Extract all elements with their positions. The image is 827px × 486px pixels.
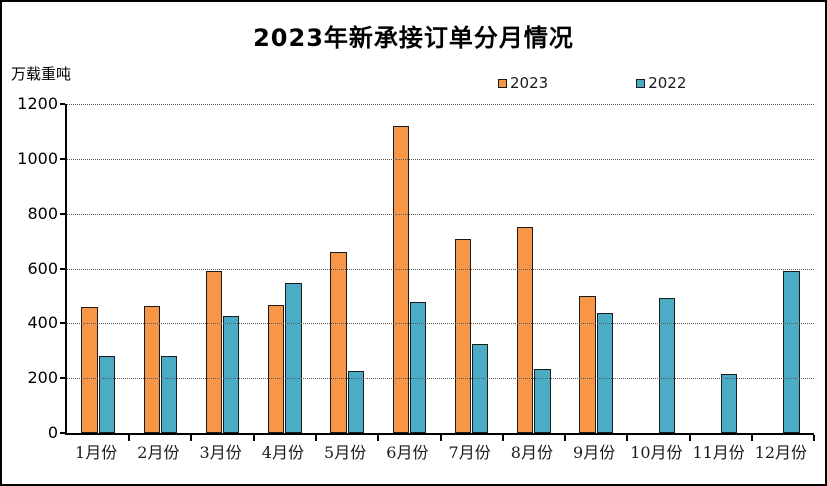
x-axis-label-3月份: 3月份 — [199, 443, 242, 462]
y-axis-label-1000: 1000 — [17, 148, 58, 168]
y-axis-tick-1000 — [60, 157, 65, 160]
x-axis-label-8月份: 8月份 — [510, 443, 553, 462]
x-axis-tick-8 — [563, 435, 566, 441]
legend: 2023 2022 — [498, 76, 686, 91]
gridline-200 — [67, 378, 814, 380]
x-axis-label-5月份: 5月份 — [324, 443, 367, 462]
gridline-600 — [67, 268, 814, 270]
bar-group-7月份 — [441, 104, 503, 433]
x-axis-label-9月份: 9月份 — [573, 443, 616, 462]
bar-2023-1月份 — [81, 306, 98, 433]
x-axis-tick-11 — [750, 435, 753, 441]
x-axis-tick-6 — [439, 435, 442, 441]
bar-2022-2月份 — [160, 355, 178, 433]
bar-group-1月份 — [67, 104, 129, 433]
x-axis-label-10月份: 10月份 — [630, 443, 683, 462]
y-axis-label-0: 0 — [47, 423, 58, 442]
bar-2022-3月份 — [223, 315, 240, 433]
bar-2022-1月份 — [98, 355, 115, 433]
gridline-1200 — [67, 104, 814, 105]
bar-2023-6月份 — [392, 125, 409, 433]
x-axis-tick-3 — [252, 435, 255, 441]
legend-swatch-2022 — [636, 79, 646, 88]
x-axis-label-6月份: 6月份 — [386, 443, 429, 462]
x-axis-label-2月份: 2月份 — [137, 443, 180, 462]
bar-group-6月份 — [378, 104, 440, 433]
legend-swatch-2023 — [498, 79, 507, 88]
bar-group-5月份 — [316, 104, 378, 433]
x-axis-tick-9 — [626, 435, 629, 441]
bar-2022-5月份 — [347, 370, 364, 433]
bar-2022-4月份 — [285, 283, 302, 433]
bars-row — [67, 104, 814, 433]
x-axis-tick-5 — [377, 435, 380, 441]
bar-group-9月份 — [565, 104, 627, 433]
bar-2023-7月份 — [454, 239, 472, 433]
bar-2023-3月份 — [205, 270, 223, 433]
legend-item-2022: 2022 — [636, 76, 686, 91]
legend-item-2023: 2023 — [498, 76, 548, 91]
bar-2023-2月份 — [143, 306, 160, 433]
bar-2023-8月份 — [517, 226, 534, 433]
gridline-400 — [67, 323, 814, 325]
y-axis-tick-1200 — [60, 103, 65, 105]
x-axis-labels: 1月份 2月份 3月份 4月份 5月份 6月份 7月份 8月份 9月份 10月份 11月份 12月份 — [65, 439, 812, 463]
bar-2023-4月份 — [268, 304, 285, 433]
x-axis-label-1月份: 1月份 — [75, 443, 118, 462]
bar-2022-8月份 — [534, 369, 551, 433]
y-axis-tick-200 — [60, 377, 65, 380]
y-axis-tick-400 — [60, 322, 65, 325]
bar-2022-11月份 — [721, 373, 738, 433]
bar-group-4月份 — [254, 104, 316, 433]
x-axis-label-11月份: 11月份 — [692, 443, 745, 462]
x-axis-tick-7 — [501, 435, 504, 441]
bar-group-2月份 — [129, 104, 191, 433]
chart-title: 2023年新承接订单分月情况 — [253, 24, 574, 52]
bar-2022-12月份 — [783, 271, 800, 433]
bar-2022-9月份 — [596, 313, 613, 433]
x-axis-tick-10 — [688, 435, 691, 441]
x-axis-tick-12 — [813, 435, 815, 441]
bar-2022-10月份 — [658, 298, 676, 433]
x-axis-label-12月份: 12月份 — [754, 443, 808, 462]
y-axis-label-400: 400 — [27, 313, 58, 333]
bar-group-8月份 — [503, 104, 565, 433]
bar-group-11月份 — [690, 104, 752, 433]
gridline-800 — [67, 213, 814, 215]
y-axis-unit-label: 万载重吨 — [11, 65, 72, 83]
bar-group-3月份 — [192, 104, 254, 433]
bar-2022-7月份 — [472, 343, 489, 433]
y-axis-label-800: 800 — [27, 203, 58, 223]
x-axis-tick-4 — [314, 435, 317, 441]
legend-label-2023: 2023 — [510, 74, 549, 92]
bar-group-10月份 — [627, 104, 689, 433]
y-axis-labels: 0 200 400 600 800 1000 1200 — [2, 96, 58, 441]
gridline-1000 — [67, 158, 814, 160]
plot-area — [60, 103, 815, 441]
bar-group-12月份 — [752, 104, 814, 433]
y-axis-tick-600 — [60, 267, 65, 270]
y-axis-label-1200: 1200 — [17, 94, 58, 113]
x-axis-label-4月份: 4月份 — [261, 443, 304, 462]
x-axis-label-7月份: 7月份 — [448, 443, 491, 462]
y-axis-label-200: 200 — [27, 368, 58, 388]
y-axis-tick-0 — [60, 432, 65, 434]
x-axis-tick-1 — [128, 435, 131, 441]
legend-label-2022: 2022 — [648, 74, 687, 92]
y-axis-tick-800 — [60, 212, 65, 215]
bar-2023-5月份 — [330, 252, 347, 433]
y-axis-label-600: 600 — [27, 258, 58, 278]
bar-2022-6月份 — [409, 302, 427, 433]
x-axis-tick-2 — [190, 435, 193, 441]
bar-2023-9月份 — [579, 295, 596, 433]
